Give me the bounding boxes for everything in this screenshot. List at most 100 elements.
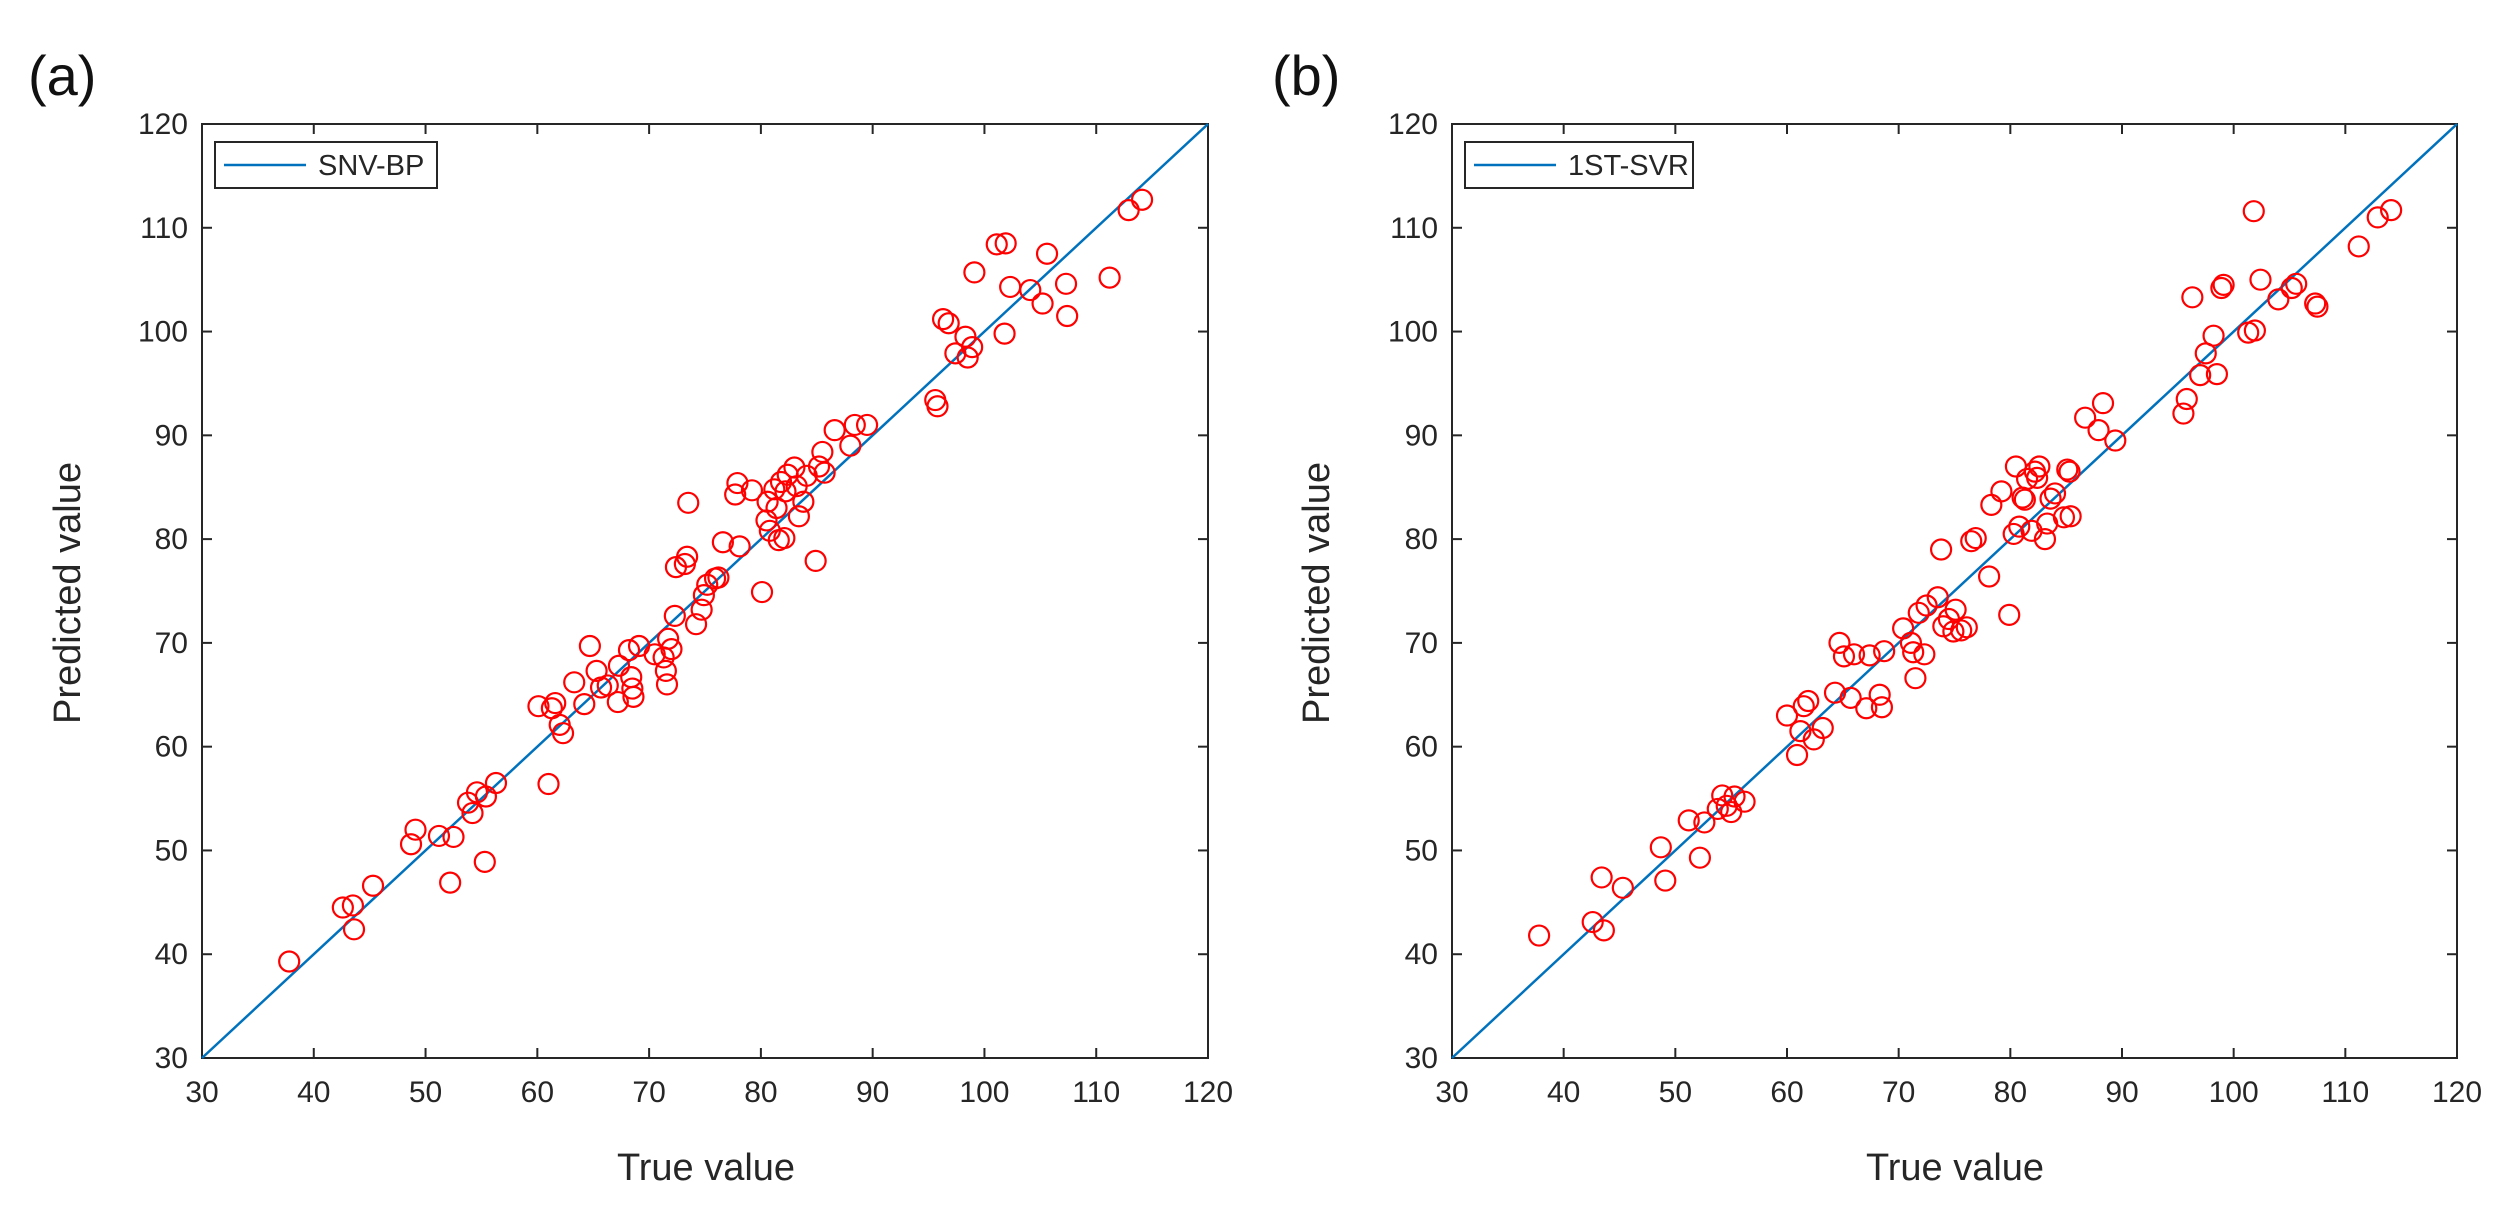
data-point bbox=[750, 580, 774, 604]
y-tick-label: 80 bbox=[1405, 523, 1438, 556]
data-point bbox=[278, 950, 301, 973]
data-point bbox=[2267, 288, 2290, 311]
data-point bbox=[544, 691, 567, 715]
y-tick-label: 120 bbox=[138, 108, 188, 141]
data-point bbox=[1611, 876, 1634, 899]
x-tick-label: 90 bbox=[2105, 1076, 2138, 1109]
data-point bbox=[740, 479, 764, 502]
data-point bbox=[2015, 467, 2039, 491]
data-point bbox=[765, 496, 788, 520]
data-point bbox=[1035, 242, 1059, 265]
data-point bbox=[2280, 276, 2303, 300]
x-tick-label: 30 bbox=[1435, 1076, 1468, 1109]
data-point bbox=[1842, 643, 1866, 666]
data-point bbox=[2380, 199, 2403, 222]
data-point bbox=[2243, 319, 2266, 342]
data-point bbox=[1581, 910, 1604, 934]
data-point bbox=[2058, 460, 2081, 483]
data-point bbox=[1978, 565, 2001, 588]
data-point bbox=[527, 695, 550, 718]
data-point bbox=[1823, 681, 1847, 704]
data-point bbox=[2175, 387, 2198, 411]
data-point bbox=[1654, 869, 1677, 892]
y-tick-label: 110 bbox=[140, 212, 188, 245]
data-point bbox=[2347, 235, 2370, 258]
data-point bbox=[1839, 686, 1862, 709]
data-point bbox=[1031, 292, 1054, 315]
data-point bbox=[578, 634, 601, 658]
data-point bbox=[1868, 683, 1891, 706]
data-point bbox=[404, 818, 427, 841]
data-point bbox=[1592, 919, 1615, 942]
data-point bbox=[461, 801, 484, 825]
legend-text-b: 1ST-SVR bbox=[1568, 150, 1689, 182]
data-point bbox=[622, 685, 645, 708]
data-point bbox=[724, 483, 747, 506]
data-point bbox=[1870, 696, 1894, 719]
data-point bbox=[606, 690, 629, 714]
x-tick-label: 50 bbox=[1659, 1076, 1692, 1109]
plot-area-a: 30 40 50 60 70 80 90 100 110 120 30 40 50 60 70 80 90 100… bbox=[138, 108, 1233, 1109]
data-point bbox=[342, 918, 366, 941]
data-point bbox=[726, 471, 749, 495]
data-point bbox=[1858, 644, 1881, 667]
data-point bbox=[1054, 272, 1078, 295]
data-point bbox=[963, 261, 986, 284]
data-point bbox=[1785, 743, 1809, 767]
data-point bbox=[1832, 645, 1856, 668]
data-point bbox=[442, 825, 465, 849]
data-point bbox=[2304, 292, 2327, 315]
data-point bbox=[1590, 866, 1613, 889]
data-point bbox=[804, 549, 827, 573]
data-point bbox=[728, 535, 751, 558]
data-point bbox=[573, 693, 596, 716]
x-tick-label: 50 bbox=[409, 1076, 442, 1109]
x-tick-label: 80 bbox=[744, 1076, 777, 1109]
data-point bbox=[773, 526, 796, 550]
y-tick-label: 110 bbox=[1390, 212, 1438, 245]
x-tick-label: 90 bbox=[856, 1076, 889, 1109]
data-point bbox=[1130, 188, 1154, 211]
data-point bbox=[937, 312, 960, 335]
y-tick-label: 30 bbox=[155, 1042, 188, 1075]
x-axis-title-b: True value bbox=[1866, 1147, 2044, 1189]
data-point bbox=[1950, 619, 1973, 642]
data-point bbox=[1899, 631, 1923, 654]
data-point bbox=[2242, 200, 2265, 223]
y-tick-label: 90 bbox=[1405, 419, 1438, 452]
data-point bbox=[1955, 616, 1978, 639]
data-point bbox=[1902, 641, 1925, 664]
data-point bbox=[1873, 640, 1896, 663]
x-axis-title-a: True value bbox=[617, 1147, 795, 1189]
data-point bbox=[1913, 643, 1936, 666]
data-point bbox=[931, 308, 955, 331]
data-point bbox=[660, 638, 683, 661]
x-tick-label: 110 bbox=[1072, 1076, 1120, 1109]
data-point bbox=[696, 573, 719, 596]
data-point bbox=[1527, 924, 1551, 947]
data-point bbox=[655, 673, 679, 696]
data-point bbox=[677, 491, 700, 514]
data-point bbox=[617, 639, 641, 662]
data-point bbox=[843, 413, 866, 437]
data-point bbox=[1733, 790, 1756, 813]
data-point bbox=[1960, 530, 1983, 553]
data-point bbox=[1929, 538, 1953, 561]
y-tick-label: 40 bbox=[155, 938, 188, 971]
data-point bbox=[473, 850, 496, 873]
data-point bbox=[2366, 206, 2389, 229]
data-point bbox=[341, 894, 364, 917]
data-point bbox=[607, 654, 631, 677]
data-point bbox=[1019, 278, 1042, 302]
data-point bbox=[1998, 603, 2021, 626]
data-point bbox=[1693, 811, 1716, 834]
data-point bbox=[855, 413, 879, 437]
data-point bbox=[643, 643, 666, 666]
data-point bbox=[1649, 836, 1672, 859]
data-point bbox=[1688, 846, 1712, 869]
data-point bbox=[1907, 601, 1930, 624]
data-point bbox=[1828, 631, 1851, 654]
data-point bbox=[2104, 429, 2127, 452]
data-point bbox=[684, 613, 708, 636]
data-point bbox=[2181, 286, 2204, 309]
